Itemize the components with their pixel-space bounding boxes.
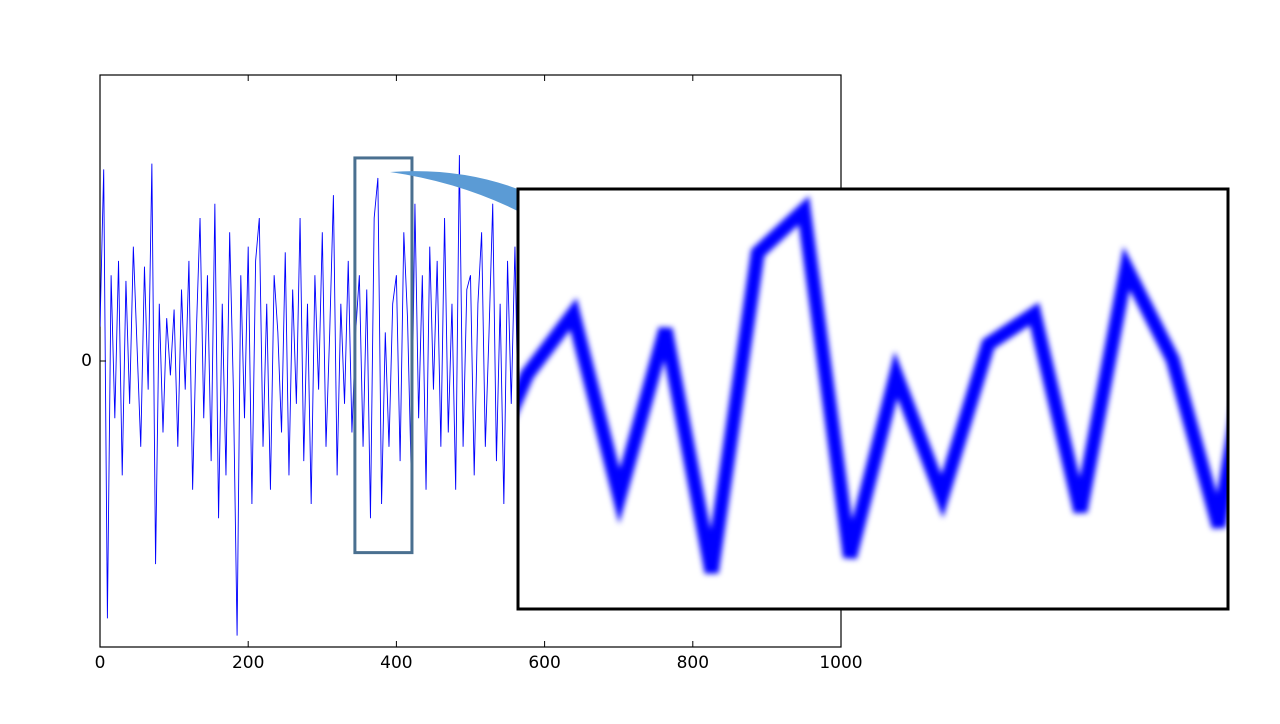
x-tick-label: 1000 — [819, 653, 862, 673]
x-tick-label: 200 — [232, 653, 264, 673]
x-tick-label: 800 — [677, 653, 709, 673]
y-tick-label: 0 — [81, 351, 92, 371]
x-tick-label: 400 — [380, 653, 412, 673]
x-tick-label: 600 — [528, 653, 560, 673]
inset-background — [518, 189, 1228, 609]
x-tick-label: 0 — [95, 653, 106, 673]
inset-frame — [516, 187, 1230, 611]
ticks: 0 200 400 600 800 1000 0 — [81, 75, 863, 673]
zoom-region — [353, 156, 414, 555]
